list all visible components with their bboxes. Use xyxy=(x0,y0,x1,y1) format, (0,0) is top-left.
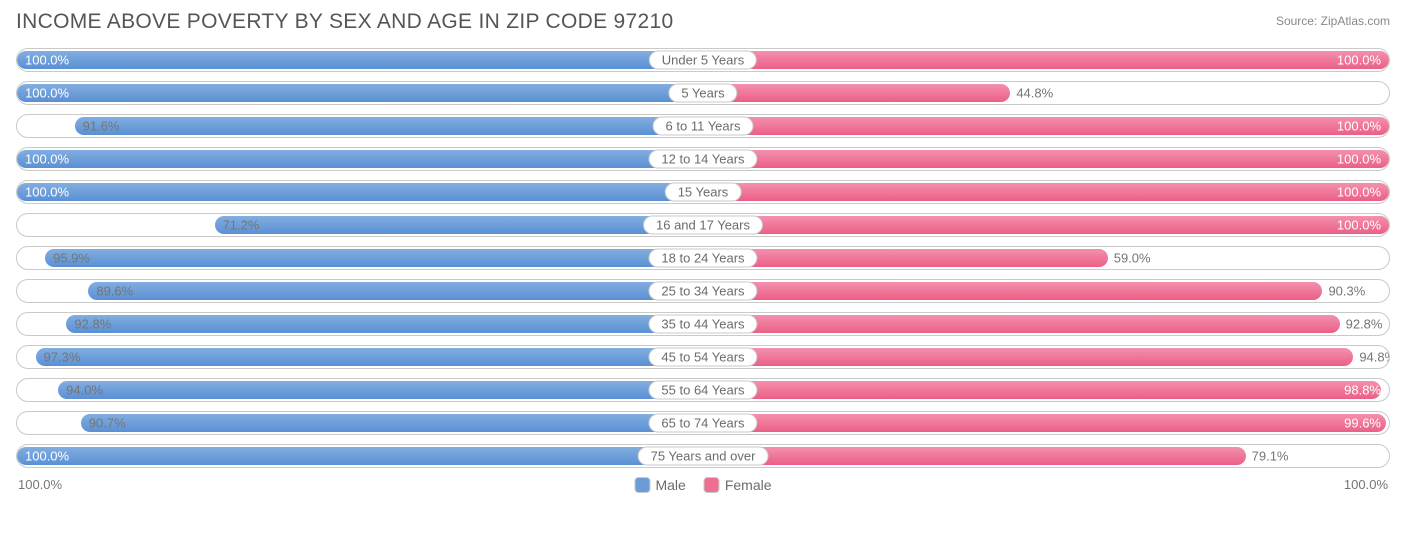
male-bar xyxy=(17,150,703,168)
female-bar xyxy=(703,150,1389,168)
male-value: 100.0% xyxy=(25,185,69,200)
female-value: 100.0% xyxy=(1337,119,1381,134)
male-bar xyxy=(45,249,703,267)
male-value: 97.3% xyxy=(44,350,81,365)
category-label: 35 to 44 Years xyxy=(648,315,757,334)
male-bar xyxy=(58,381,703,399)
chart-row: 71.2% 100.0% 16 and 17 Years xyxy=(16,213,1390,237)
male-bar xyxy=(81,414,703,432)
legend: Male Female xyxy=(634,477,771,493)
female-value: 79.1% xyxy=(1252,449,1289,464)
chart-row: 100.0% 100.0% 12 to 14 Years xyxy=(16,147,1390,171)
male-bar xyxy=(66,315,703,333)
x-axis: 100.0% Male Female 100.0% xyxy=(16,477,1390,492)
male-value: 89.6% xyxy=(96,284,133,299)
category-label: 25 to 34 Years xyxy=(648,282,757,301)
female-bar xyxy=(703,183,1389,201)
chart-row: 91.6% 100.0% 6 to 11 Years xyxy=(16,114,1390,138)
female-bar xyxy=(703,447,1246,465)
female-bar xyxy=(703,117,1389,135)
male-value: 92.8% xyxy=(74,317,111,332)
legend-item-male: Male xyxy=(634,477,685,493)
male-bar xyxy=(75,117,703,135)
male-value: 94.0% xyxy=(66,383,103,398)
chart-row: 97.3% 94.8% 45 to 54 Years xyxy=(16,345,1390,369)
legend-female-label: Female xyxy=(725,477,772,493)
category-label: Under 5 Years xyxy=(649,51,757,70)
male-bar xyxy=(17,183,703,201)
male-value: 90.7% xyxy=(89,416,126,431)
axis-left-label: 100.0% xyxy=(18,477,62,492)
chart-row: 100.0% 44.8% 5 Years xyxy=(16,81,1390,105)
category-label: 65 to 74 Years xyxy=(648,414,757,433)
category-label: 75 Years and over xyxy=(638,447,769,466)
legend-male-label: Male xyxy=(655,477,685,493)
male-value: 100.0% xyxy=(25,449,69,464)
female-value: 100.0% xyxy=(1337,218,1381,233)
female-value: 100.0% xyxy=(1337,152,1381,167)
chart-title: INCOME ABOVE POVERTY BY SEX AND AGE IN Z… xyxy=(16,10,673,34)
legend-item-female: Female xyxy=(704,477,772,493)
chart-row: 100.0% 100.0% 15 Years xyxy=(16,180,1390,204)
chart-row: 100.0% 79.1% 75 Years and over xyxy=(16,444,1390,468)
female-bar xyxy=(703,249,1108,267)
axis-right-label: 100.0% xyxy=(1344,477,1388,492)
chart-row: 94.0% 98.8% 55 to 64 Years xyxy=(16,378,1390,402)
female-bar xyxy=(703,282,1322,300)
chart-row: 90.7% 99.6% 65 to 74 Years xyxy=(16,411,1390,435)
diverging-bar-chart: 100.0% 100.0% Under 5 Years 100.0% 44.8% 5 Ye… xyxy=(16,48,1390,468)
male-value: 100.0% xyxy=(25,152,69,167)
male-value: 100.0% xyxy=(25,53,69,68)
male-value: 71.2% xyxy=(223,218,260,233)
category-label: 55 to 64 Years xyxy=(648,381,757,400)
female-value: 99.6% xyxy=(1344,416,1381,431)
female-value: 100.0% xyxy=(1337,185,1381,200)
male-bar xyxy=(17,447,703,465)
female-value: 44.8% xyxy=(1016,86,1053,101)
category-label: 16 and 17 Years xyxy=(643,216,763,235)
category-label: 45 to 54 Years xyxy=(648,348,757,367)
category-label: 18 to 24 Years xyxy=(648,249,757,268)
female-value: 100.0% xyxy=(1337,53,1381,68)
female-value: 92.8% xyxy=(1346,317,1383,332)
chart-row: 89.6% 90.3% 25 to 34 Years xyxy=(16,279,1390,303)
male-value: 100.0% xyxy=(25,86,69,101)
female-value: 94.8% xyxy=(1359,350,1390,365)
female-bar xyxy=(703,414,1386,432)
female-swatch xyxy=(704,477,720,493)
female-bar xyxy=(703,84,1010,102)
male-bar xyxy=(17,84,703,102)
female-value: 98.8% xyxy=(1344,383,1381,398)
female-bar xyxy=(703,51,1389,69)
male-bar xyxy=(88,282,703,300)
male-bar xyxy=(215,216,703,234)
male-swatch xyxy=(634,477,650,493)
category-label: 15 Years xyxy=(665,183,742,202)
category-label: 6 to 11 Years xyxy=(653,117,754,136)
male-value: 95.9% xyxy=(53,251,90,266)
chart-row: 100.0% 100.0% Under 5 Years xyxy=(16,48,1390,72)
chart-row: 92.8% 92.8% 35 to 44 Years xyxy=(16,312,1390,336)
female-value: 90.3% xyxy=(1328,284,1365,299)
female-bar xyxy=(703,381,1381,399)
header: INCOME ABOVE POVERTY BY SEX AND AGE IN Z… xyxy=(16,10,1390,34)
female-value: 59.0% xyxy=(1114,251,1151,266)
female-bar xyxy=(703,315,1340,333)
source-attribution: Source: ZipAtlas.com xyxy=(1276,10,1390,28)
male-value: 91.6% xyxy=(83,119,120,134)
female-bar xyxy=(703,216,1389,234)
male-bar xyxy=(17,51,703,69)
male-bar xyxy=(36,348,703,366)
chart-row: 95.9% 59.0% 18 to 24 Years xyxy=(16,246,1390,270)
category-label: 5 Years xyxy=(668,84,737,103)
female-bar xyxy=(703,348,1353,366)
category-label: 12 to 14 Years xyxy=(648,150,757,169)
